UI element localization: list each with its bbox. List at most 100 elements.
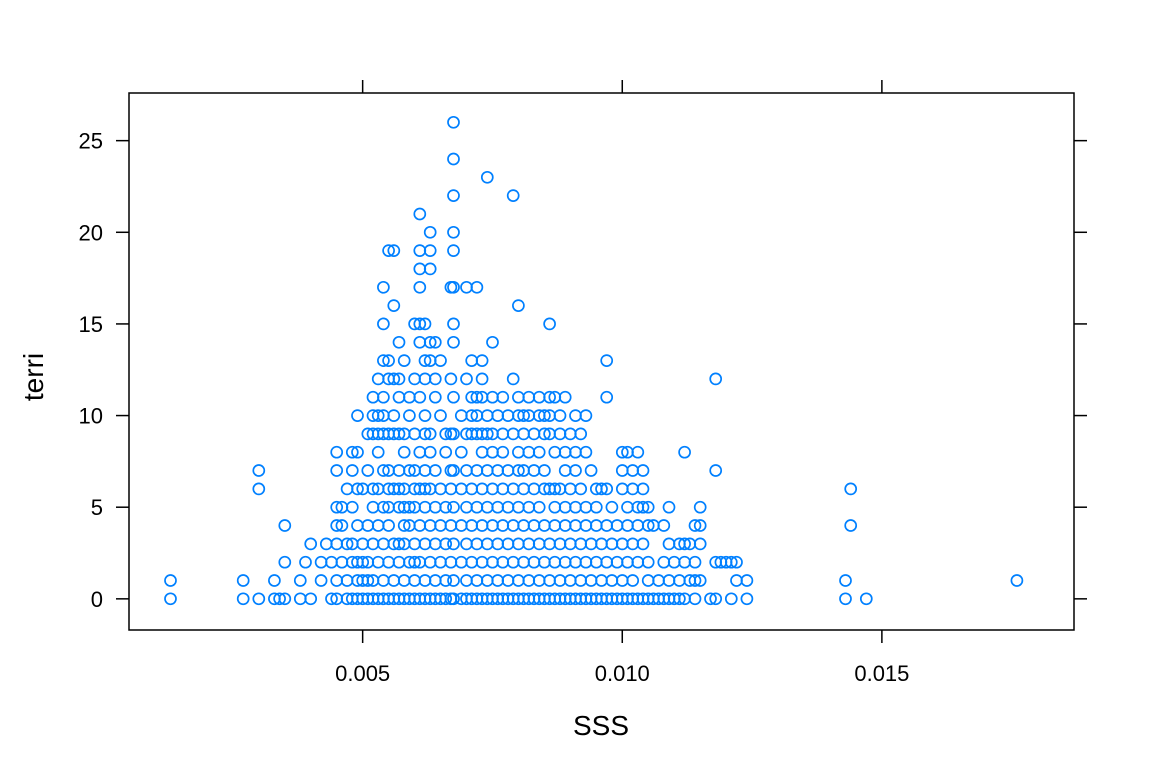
data-point bbox=[740, 574, 754, 587]
data-point bbox=[330, 537, 344, 551]
data-point bbox=[491, 574, 505, 587]
data-point bbox=[377, 390, 390, 404]
data-point bbox=[673, 592, 686, 606]
data-point bbox=[319, 537, 333, 551]
data-point bbox=[428, 574, 442, 587]
data-point bbox=[600, 555, 614, 569]
data-point bbox=[605, 537, 619, 551]
data-point bbox=[423, 244, 437, 257]
data-point bbox=[589, 500, 603, 514]
data-point bbox=[460, 537, 473, 551]
data-point bbox=[480, 409, 494, 422]
data-point bbox=[709, 372, 723, 386]
data-point bbox=[512, 537, 525, 551]
data-point bbox=[377, 317, 390, 331]
data-point bbox=[447, 464, 460, 477]
data-point bbox=[621, 500, 634, 514]
data-point bbox=[558, 555, 572, 569]
data-point bbox=[403, 409, 416, 422]
data-point bbox=[470, 390, 484, 404]
y-axis-label: terri bbox=[18, 353, 49, 401]
data-point bbox=[413, 335, 427, 349]
data-point bbox=[574, 537, 588, 551]
data-point bbox=[460, 464, 473, 477]
data-point bbox=[688, 555, 702, 569]
data-point bbox=[527, 555, 541, 569]
data-point bbox=[423, 335, 437, 349]
data-point bbox=[418, 409, 432, 422]
data-point bbox=[423, 555, 437, 569]
data-point bbox=[447, 244, 460, 257]
data-point bbox=[579, 409, 593, 422]
data-point bbox=[413, 280, 427, 294]
data-point bbox=[626, 537, 640, 551]
data-point bbox=[252, 592, 266, 606]
data-point bbox=[688, 519, 702, 532]
data-point bbox=[423, 519, 437, 532]
data-point bbox=[600, 354, 614, 367]
data-point bbox=[351, 482, 364, 496]
data-point bbox=[480, 170, 494, 184]
data-point bbox=[563, 574, 577, 587]
data-point bbox=[563, 427, 577, 441]
data-point bbox=[418, 464, 432, 477]
data-point bbox=[527, 482, 541, 496]
data-point bbox=[392, 390, 406, 404]
data-point bbox=[512, 574, 525, 587]
data-point bbox=[434, 555, 447, 569]
data-point bbox=[641, 574, 655, 587]
data-point bbox=[418, 354, 432, 367]
data-point bbox=[413, 317, 427, 331]
data-point bbox=[553, 427, 567, 441]
data-point bbox=[506, 482, 520, 496]
data-point bbox=[418, 317, 432, 331]
data-point bbox=[543, 317, 556, 331]
x-axis-label: SSS bbox=[573, 710, 629, 741]
data-point bbox=[501, 409, 515, 422]
data-point bbox=[447, 390, 460, 404]
data-point bbox=[548, 555, 562, 569]
data-point bbox=[428, 464, 442, 477]
data-point bbox=[859, 592, 873, 606]
data-point bbox=[641, 519, 655, 532]
data-point bbox=[444, 464, 458, 477]
data-point bbox=[403, 464, 416, 477]
data-point bbox=[569, 445, 582, 459]
data-point bbox=[418, 537, 432, 551]
data-point bbox=[652, 574, 665, 587]
data-point bbox=[423, 427, 437, 441]
data-point bbox=[397, 574, 411, 587]
data-point bbox=[345, 445, 359, 459]
data-point bbox=[460, 372, 473, 386]
data-point bbox=[579, 555, 593, 569]
data-point bbox=[447, 574, 460, 587]
data-point bbox=[532, 445, 546, 459]
data-point bbox=[351, 409, 364, 422]
data-point bbox=[382, 519, 395, 532]
data-point bbox=[486, 519, 499, 532]
data-point bbox=[522, 445, 536, 459]
data-point bbox=[371, 409, 385, 422]
data-point bbox=[164, 592, 177, 606]
data-point bbox=[454, 519, 468, 532]
data-point bbox=[470, 537, 484, 551]
data-point bbox=[548, 482, 562, 496]
data-point bbox=[553, 574, 567, 587]
data-point bbox=[252, 464, 266, 477]
data-point bbox=[475, 354, 489, 367]
data-point bbox=[517, 519, 530, 532]
y-tick-label: 10 bbox=[79, 404, 103, 429]
data-point bbox=[558, 390, 572, 404]
data-point bbox=[532, 537, 546, 551]
data-point bbox=[543, 574, 556, 587]
data-point bbox=[631, 519, 645, 532]
data-point bbox=[439, 445, 453, 459]
data-point bbox=[236, 592, 250, 606]
data-point bbox=[631, 445, 645, 459]
data-point bbox=[693, 574, 707, 587]
data-point bbox=[439, 592, 453, 606]
data-point bbox=[558, 445, 572, 459]
data-point bbox=[641, 500, 655, 514]
data-point bbox=[330, 519, 344, 532]
